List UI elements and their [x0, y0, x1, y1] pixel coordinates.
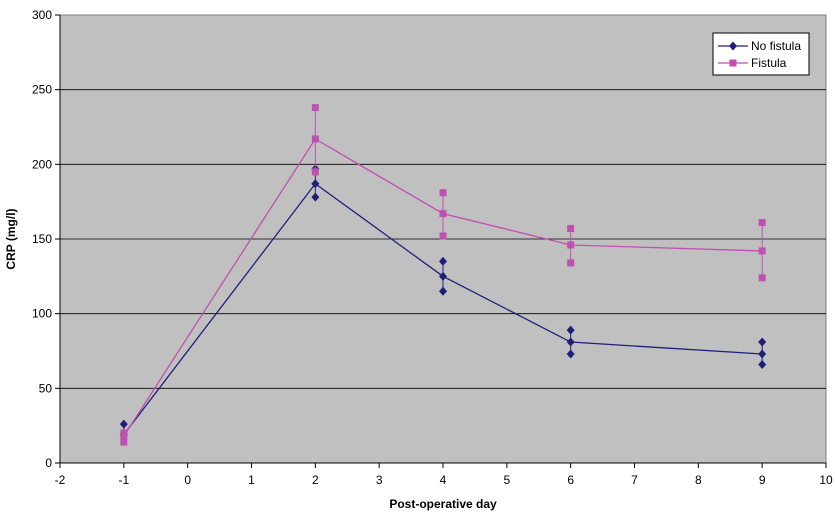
error-cap-lower: [567, 259, 574, 266]
x-tick-label: -2: [55, 473, 66, 487]
data-point: [312, 135, 319, 142]
x-tick-label: 8: [695, 473, 702, 487]
y-tick-label: 250: [32, 83, 52, 97]
error-cap-lower: [312, 168, 319, 175]
error-cap-upper: [312, 104, 319, 111]
legend-label: No fistula: [751, 39, 801, 53]
data-point: [440, 210, 447, 217]
legend-label: Fistula: [751, 56, 787, 70]
y-tick-label: 0: [45, 456, 52, 470]
error-cap-upper: [567, 225, 574, 232]
x-tick-label: 10: [819, 473, 833, 487]
y-tick-label: 150: [32, 232, 52, 246]
x-tick-label: 1: [248, 473, 255, 487]
data-point: [759, 247, 766, 254]
x-tick-label: 9: [759, 473, 766, 487]
y-tick-label: 100: [32, 307, 52, 321]
x-tick-label: 3: [376, 473, 383, 487]
x-tick-label: 4: [440, 473, 447, 487]
error-cap-upper: [440, 189, 447, 196]
y-axis-ticks: 0 50 100 150 200 250 300: [32, 8, 60, 470]
x-tick-label: 5: [503, 473, 510, 487]
x-tick-label: 7: [631, 473, 638, 487]
y-tick-label: 50: [39, 381, 53, 395]
data-point: [120, 433, 127, 440]
y-tick-label: 200: [32, 157, 52, 171]
y-tick-label: 300: [32, 8, 52, 22]
x-tick-label: 0: [184, 473, 191, 487]
x-axis-title: Post-operative day: [389, 497, 497, 511]
data-point: [567, 241, 574, 248]
legend-marker: [730, 60, 737, 67]
x-tick-label: 6: [567, 473, 574, 487]
error-cap-lower: [120, 439, 127, 446]
error-cap-upper: [759, 219, 766, 226]
error-cap-lower: [440, 233, 447, 240]
error-cap-lower: [759, 274, 766, 281]
y-axis-title: CRP (mg/l): [4, 208, 18, 269]
x-tick-label: -1: [118, 473, 129, 487]
legend: No fistula Fistula: [713, 33, 809, 75]
x-tick-label: 2: [312, 473, 319, 487]
x-axis-ticks: -2 -1 0 1 2 3 4 5 6 7 8 9 10: [55, 463, 833, 487]
